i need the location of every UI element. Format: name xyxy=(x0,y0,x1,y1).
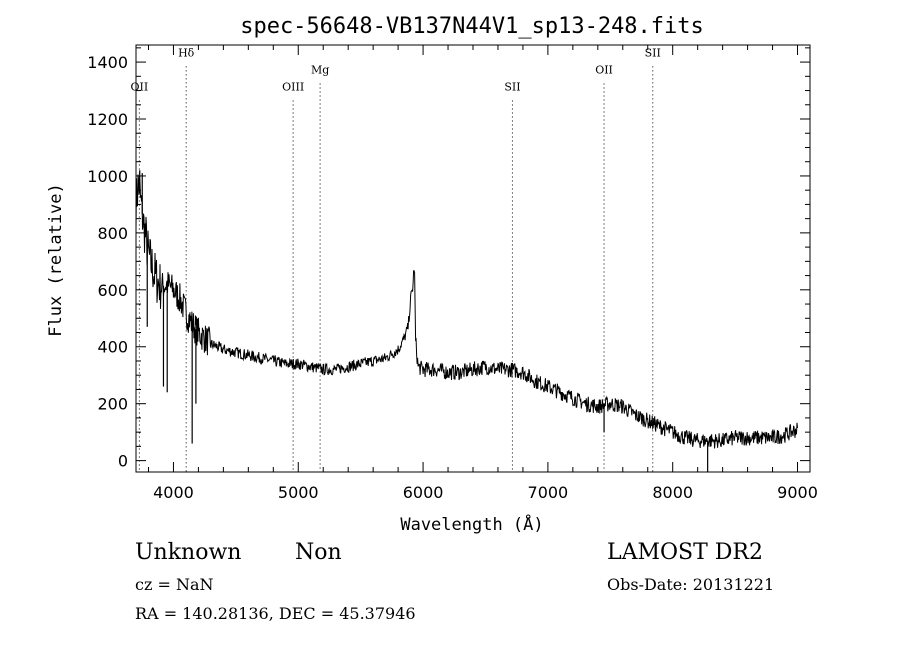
chart-title: spec-56648-VB137N44V1_sp13-248.fits xyxy=(240,14,704,39)
spectrum-line xyxy=(135,174,798,449)
x-tick-label: 5000 xyxy=(278,483,319,502)
line-label: Mg xyxy=(311,63,329,76)
x-tick-label: 9000 xyxy=(777,483,818,502)
coords-label: RA = 140.28136, DEC = 45.37946 xyxy=(135,604,416,623)
line-label: OII xyxy=(595,63,613,76)
line-label: SII xyxy=(504,81,520,94)
line-label: OII xyxy=(131,81,149,94)
redshift-label: cz = NaN xyxy=(135,575,214,594)
x-tick-label: 4000 xyxy=(153,483,194,502)
x-axis-label: Wavelength (Å) xyxy=(400,513,543,535)
y-tick-label: 1400 xyxy=(87,53,128,72)
class-label: Unknown xyxy=(135,540,242,565)
x-tick-label: 6000 xyxy=(403,483,444,502)
line-label: OIII xyxy=(282,81,304,94)
y-tick-label: 0 xyxy=(118,452,128,471)
plot-frame xyxy=(135,44,811,473)
y-tick-label: 400 xyxy=(97,338,128,357)
y-tick-label: 1000 xyxy=(87,167,128,186)
x-tick-label: 8000 xyxy=(652,483,693,502)
y-tick-label: 600 xyxy=(97,281,128,300)
y-tick-label: 800 xyxy=(97,224,128,243)
y-tick-label: 200 xyxy=(97,395,128,414)
y-tick-label: 1200 xyxy=(87,110,128,129)
line-label: Hδ xyxy=(178,46,195,59)
x-tick-label: 7000 xyxy=(528,483,569,502)
obs-date-label: Obs-Date: 20131221 xyxy=(607,575,775,594)
survey-label: LAMOST DR2 xyxy=(607,540,763,565)
subclass-label: Non xyxy=(295,540,342,565)
line-label: SII xyxy=(645,46,661,59)
y-axis-label: Flux (relative) xyxy=(46,183,66,337)
